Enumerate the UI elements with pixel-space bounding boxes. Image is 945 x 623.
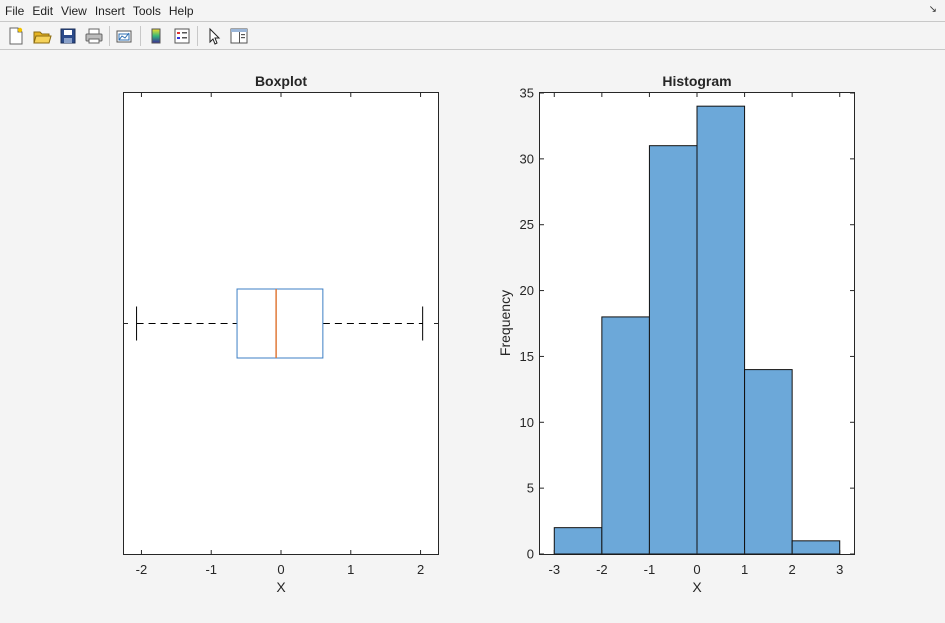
histogram-title: Histogram <box>662 73 731 89</box>
toolbar-separator <box>109 26 110 46</box>
boxplot-xtick-label: -1 <box>205 562 217 577</box>
menu-tools[interactable]: Tools <box>132 3 161 18</box>
menu-file[interactable]: File <box>5 3 25 18</box>
histogram-ytick-label: 30 <box>520 151 534 166</box>
boxplot-xtick-label: 1 <box>347 562 354 577</box>
menu-insert[interactable]: Insert <box>94 3 125 18</box>
histogram-bar <box>601 316 650 555</box>
histogram-axes[interactable]: Histogram X Frequency -3 -2 -1 0 1 2 305101520… <box>497 73 855 595</box>
histogram-bar <box>553 527 603 555</box>
histogram-xtick-label: 2 <box>789 562 796 577</box>
histogram-ytick-label: 10 <box>520 415 534 430</box>
property-editor-icon[interactable] <box>229 26 249 46</box>
save-icon[interactable] <box>58 26 78 46</box>
histogram-bar <box>744 369 793 555</box>
menu-edit[interactable]: Edit <box>32 3 54 18</box>
histogram-ylabel: Frequency <box>497 290 513 356</box>
histogram-ytick-label: 20 <box>520 283 534 298</box>
histogram-xtick-label: -1 <box>644 562 656 577</box>
boxplot-axes-box <box>123 92 439 555</box>
menu-bar: File Edit View Insert Tools Help ↘ <box>0 0 945 21</box>
histogram-xlabel: X <box>692 579 702 595</box>
histogram-ytick-label: 5 <box>527 481 534 496</box>
boxplot-xtick-label: 2 <box>417 562 424 577</box>
boxplot-xlabel: X <box>276 579 286 595</box>
histogram-xtick-label: 3 <box>836 562 843 577</box>
histogram-bar <box>791 540 841 555</box>
open-file-icon[interactable] <box>32 26 52 46</box>
menu-view[interactable]: View <box>61 3 87 18</box>
insert-colorbar-icon[interactable] <box>146 26 166 46</box>
histogram-xtick-label: -2 <box>596 562 608 577</box>
print-icon[interactable] <box>84 26 104 46</box>
select-pointer-icon[interactable] <box>204 26 224 46</box>
dock-arrow-icon[interactable]: ↘ <box>928 4 937 15</box>
boxplot-title: Boxplot <box>255 73 307 89</box>
menu-help[interactable]: Help <box>168 3 194 18</box>
histogram-ytick-label: 0 <box>527 547 534 562</box>
toolbar-separator <box>140 26 141 46</box>
insert-legend-icon[interactable] <box>172 26 192 46</box>
boxplot-xtick-label: 0 <box>277 562 284 577</box>
histogram-ytick-label: 15 <box>520 349 534 364</box>
histogram-bar <box>648 145 698 555</box>
new-figure-icon[interactable] <box>6 26 26 46</box>
toolbar <box>0 21 945 50</box>
link-plot-icon[interactable] <box>114 26 134 46</box>
boxplot-xtick-label: -2 <box>136 562 148 577</box>
histogram-xtick-label: 1 <box>741 562 748 577</box>
histogram-ytick-label: 35 <box>520 86 534 101</box>
histogram-bar <box>696 105 746 555</box>
histogram-xtick-label: -3 <box>548 562 560 577</box>
histogram-xtick-label: 0 <box>693 562 700 577</box>
figure-canvas: Boxplot X -2 -1 0 1 2 Histogram X Frequency … <box>123 73 855 595</box>
toolbar-separator <box>197 26 198 46</box>
histogram-ytick-label: 25 <box>520 217 534 232</box>
boxplot-axes[interactable]: Boxplot X -2 -1 0 1 2 <box>123 73 439 595</box>
boxplot-box <box>236 288 324 359</box>
figure-area: Boxplot X -2 -1 0 1 2 Histogram X Frequency … <box>0 50 945 618</box>
